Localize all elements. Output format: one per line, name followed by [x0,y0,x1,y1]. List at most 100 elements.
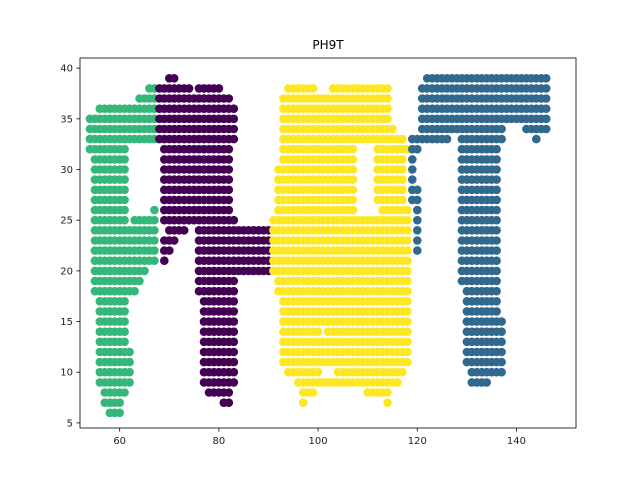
data-point [442,134,452,144]
data-point [348,175,358,184]
data-point [403,307,412,316]
data-point [403,276,412,286]
data-point [229,276,239,286]
data-point [403,226,412,235]
data-point [229,307,239,316]
data-point [229,357,239,367]
data-point [229,297,239,306]
data-point [150,226,159,235]
data-point [125,367,134,377]
data-point [120,297,129,306]
data-point [130,286,139,296]
data-point [492,236,501,245]
data-point [383,398,392,408]
data-point [120,307,129,316]
data-point [224,94,234,103]
data-point [497,317,506,326]
data-point [308,388,318,397]
y-tick-label: 15 [60,317,73,328]
data-point [150,246,159,255]
data-point [308,84,318,93]
data-point [169,236,179,245]
data-point [492,286,501,296]
data-point [403,205,412,215]
data-point [398,195,407,205]
data-point [348,185,358,195]
data-point [224,175,234,184]
data-point [120,185,129,195]
y-tick-label: 10 [60,368,73,379]
data-point [403,256,412,266]
data-point [383,94,392,103]
data-point [298,398,308,408]
data-point [492,246,501,255]
data-point [125,378,134,387]
data-point [492,307,501,316]
data-point [383,388,392,397]
points-layer [85,74,551,418]
data-point [398,134,407,144]
data-point [224,144,234,154]
data-point [413,185,422,195]
data-point [403,327,412,337]
data-point [408,165,417,174]
data-point [541,114,551,124]
data-point [229,215,239,225]
x-tick-label: 100 [309,436,328,447]
data-point [229,317,239,326]
data-point [492,165,501,174]
series-4-points [408,74,551,387]
data-point [125,347,134,357]
data-point [398,155,407,164]
data-point [120,317,129,326]
data-point [541,84,551,93]
data-point [398,175,407,184]
data-point [120,337,129,347]
data-point [120,215,129,225]
data-point [229,134,239,144]
data-point [120,144,129,154]
data-point [403,215,412,225]
data-point [497,124,506,134]
data-point [229,337,239,347]
data-point [403,317,412,326]
data-point [115,408,124,418]
data-point [413,144,422,154]
data-point [313,367,323,377]
data-point [224,195,234,205]
data-point [120,155,129,164]
data-point [348,205,358,215]
data-point [492,226,501,235]
data-point [403,337,412,347]
data-point [383,104,392,113]
data-point [160,256,169,266]
data-point [393,378,402,387]
series-1-points [85,84,159,418]
data-point [492,215,501,225]
data-point [120,175,129,184]
x-tick-label: 80 [213,436,226,447]
data-point [492,195,501,205]
data-point [150,236,159,245]
data-point [497,357,506,367]
data-point [403,357,412,367]
data-point [532,134,541,144]
data-point [482,378,492,387]
data-point [348,144,358,154]
data-point [383,114,392,124]
data-point [165,246,174,255]
y-tick-label: 20 [60,266,73,277]
data-point [413,246,422,255]
data-point [150,205,159,215]
data-point [398,367,407,377]
data-point [492,144,501,154]
data-point [541,94,551,103]
data-point [403,236,412,245]
data-point [224,185,234,195]
data-point [383,84,392,93]
data-point [229,286,239,296]
data-point [497,327,506,337]
series-3-points [269,84,412,408]
data-point [150,215,159,225]
data-point [169,74,179,83]
